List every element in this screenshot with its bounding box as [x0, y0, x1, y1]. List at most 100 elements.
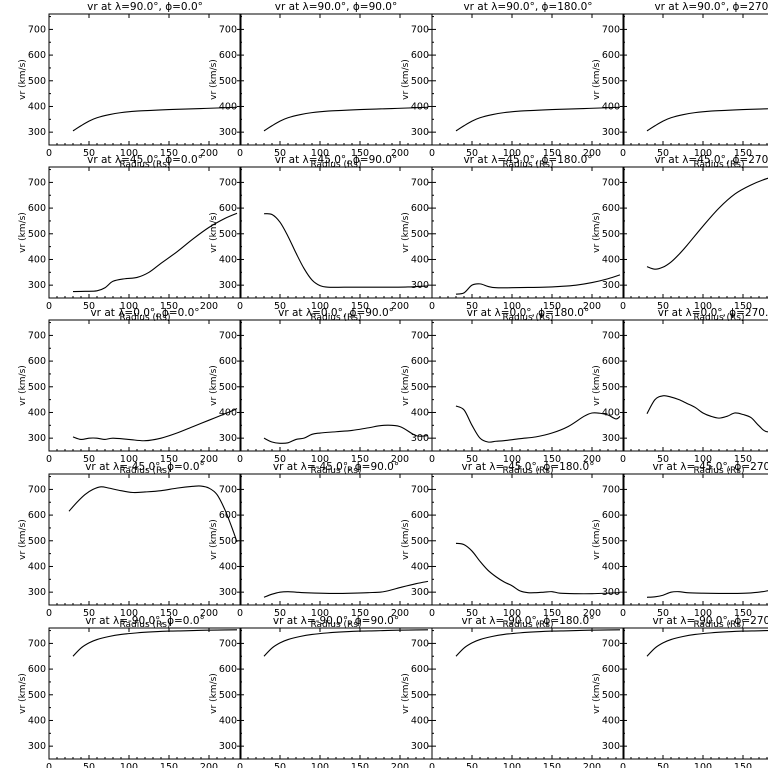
y-tick-label: 700 [411, 24, 429, 35]
series-line [646, 590, 768, 598]
x-tick-label: 0 [620, 148, 626, 159]
x-tick-label: 100 [694, 762, 712, 768]
x-tick-label: 150 [543, 148, 561, 159]
x-tick-label: 50 [657, 301, 669, 312]
y-tick-label: 300 [411, 587, 429, 598]
panel-title: vr at λ=-90.0°, ϕ=0.0° [85, 615, 205, 627]
x-tick-label: 100 [120, 608, 138, 619]
y-tick-label: 500 [602, 229, 620, 240]
x-axis-label: Radius (Rs) [502, 620, 553, 630]
series-line [263, 580, 429, 598]
y-tick-label: 700 [28, 330, 46, 341]
plot-frame [622, 627, 768, 760]
y-tick-label: 400 [28, 101, 46, 112]
panel-10: vr at λ=0.0°, ϕ=90.0°0 50 100 150 2003004005… [209, 307, 433, 476]
y-tick-label: 700 [411, 177, 429, 188]
y-tick-label: 700 [411, 638, 429, 649]
x-tick-label: 0 [429, 608, 435, 619]
y-tick-label: 700 [219, 484, 237, 495]
y-tick-label: 700 [219, 638, 237, 649]
x-tick-label: 50 [657, 762, 669, 768]
panel-4: vr at λ=90.0°, ϕ=270.0°05010015020030040… [592, 1, 768, 170]
x-tick-label: 100 [120, 762, 138, 768]
x-axis-label: Radius (Rs) [119, 160, 170, 170]
x-tick-label: 200 [200, 148, 218, 159]
panel-14: vr at λ=-45.0°, ϕ=90.0°0 50 100 150 20030040… [209, 461, 433, 630]
y-tick-label: 500 [28, 76, 46, 87]
y-tick-label: 400 [602, 715, 620, 726]
x-tick-label: 50 [83, 762, 95, 768]
y-axis-label: vr (km/s) [401, 365, 411, 406]
panel-title: vr at λ=-90.0°, ϕ=180.0° [462, 615, 595, 627]
x-tick-label: 50 [274, 454, 286, 465]
x-tick-label: 0 [237, 454, 243, 465]
x-tick-label: 100 [311, 301, 329, 312]
y-tick-label: 600 [219, 203, 237, 214]
y-axis-label: vr (km/s) [401, 673, 411, 714]
x-tick-label: 150 [543, 762, 561, 768]
x-tick-label: 200 [583, 608, 601, 619]
panel-title: vr at λ=-45.0°, ϕ=90.0° [273, 461, 399, 473]
panel-19: vr at λ=-90.0°, ϕ=180.0° 0 50 100 150 200 300 4… [401, 615, 625, 768]
y-tick-label: 500 [28, 690, 46, 701]
y-tick-label: 700 [28, 638, 46, 649]
x-tick-label: 100 [311, 454, 329, 465]
series-line [455, 106, 621, 132]
panel-18: vr at λ=-90.0°, ϕ=90.0° 0 50 100 150 200 300 40… [209, 615, 433, 768]
x-tick-label: 50 [274, 148, 286, 159]
y-tick-label: 500 [219, 536, 237, 547]
y-tick-label: 300 [411, 433, 429, 444]
y-tick-label: 500 [411, 229, 429, 240]
x-tick-label: 100 [694, 301, 712, 312]
series-line [646, 108, 768, 132]
y-tick-label: 500 [219, 76, 237, 87]
x-axis-label: Radius (Rs) [119, 313, 170, 323]
y-tick-label: 400 [219, 715, 237, 726]
y-tick-label: 300 [411, 741, 429, 752]
y-tick-label: 500 [28, 229, 46, 240]
y-tick-label: 400 [411, 561, 429, 572]
panel-title: vr at λ=90.0°, ϕ=180.0° [463, 1, 592, 13]
y-tick-label: 300 [219, 127, 237, 138]
x-axis-label: Radius (Rs) [693, 466, 744, 476]
y-tick-label: 500 [411, 76, 429, 87]
y-tick-label: 400 [411, 101, 429, 112]
panel-6: vr at λ=45.0°, ϕ=90.0°0 50 100 150 200300400… [209, 154, 433, 323]
x-tick-label: 100 [503, 608, 521, 619]
x-tick-label: 100 [694, 608, 712, 619]
x-tick-label: 50 [83, 454, 95, 465]
y-axis-label: vr (km/s) [209, 212, 219, 253]
series-line [263, 424, 429, 444]
x-tick-label: 50 [657, 454, 669, 465]
x-tick-label: 0 [429, 762, 435, 768]
y-tick-label: 600 [28, 356, 46, 367]
y-tick-label: 600 [28, 50, 46, 61]
y-tick-label: 700 [219, 177, 237, 188]
y-tick-label: 300 [411, 280, 429, 291]
panel-title: vr at λ=-45.0°, ϕ=180.0° [462, 461, 595, 473]
y-tick-label: 700 [219, 24, 237, 35]
panel-12: vr at λ=0.0°, ϕ=270.0°050100150200300400… [592, 307, 768, 476]
y-tick-label: 600 [411, 203, 429, 214]
x-tick-label: 0 [237, 762, 243, 768]
x-tick-label: 100 [694, 454, 712, 465]
y-tick-label: 300 [28, 741, 46, 752]
y-tick-label: 300 [28, 433, 46, 444]
plot-frame [622, 473, 768, 606]
x-tick-label: 200 [583, 148, 601, 159]
x-tick-label: 50 [657, 148, 669, 159]
y-tick-label: 500 [411, 382, 429, 393]
y-tick-label: 300 [219, 741, 237, 752]
y-tick-label: 500 [28, 536, 46, 547]
x-tick-label: 200 [583, 301, 601, 312]
x-tick-label: 200 [391, 148, 409, 159]
y-tick-label: 500 [602, 382, 620, 393]
y-tick-label: 600 [411, 356, 429, 367]
x-tick-label: 0 [620, 454, 626, 465]
x-tick-label: 100 [503, 301, 521, 312]
x-tick-label: 100 [120, 148, 138, 159]
x-tick-label: 50 [274, 608, 286, 619]
x-tick-label: 150 [351, 301, 369, 312]
x-tick-label: 0 [429, 454, 435, 465]
